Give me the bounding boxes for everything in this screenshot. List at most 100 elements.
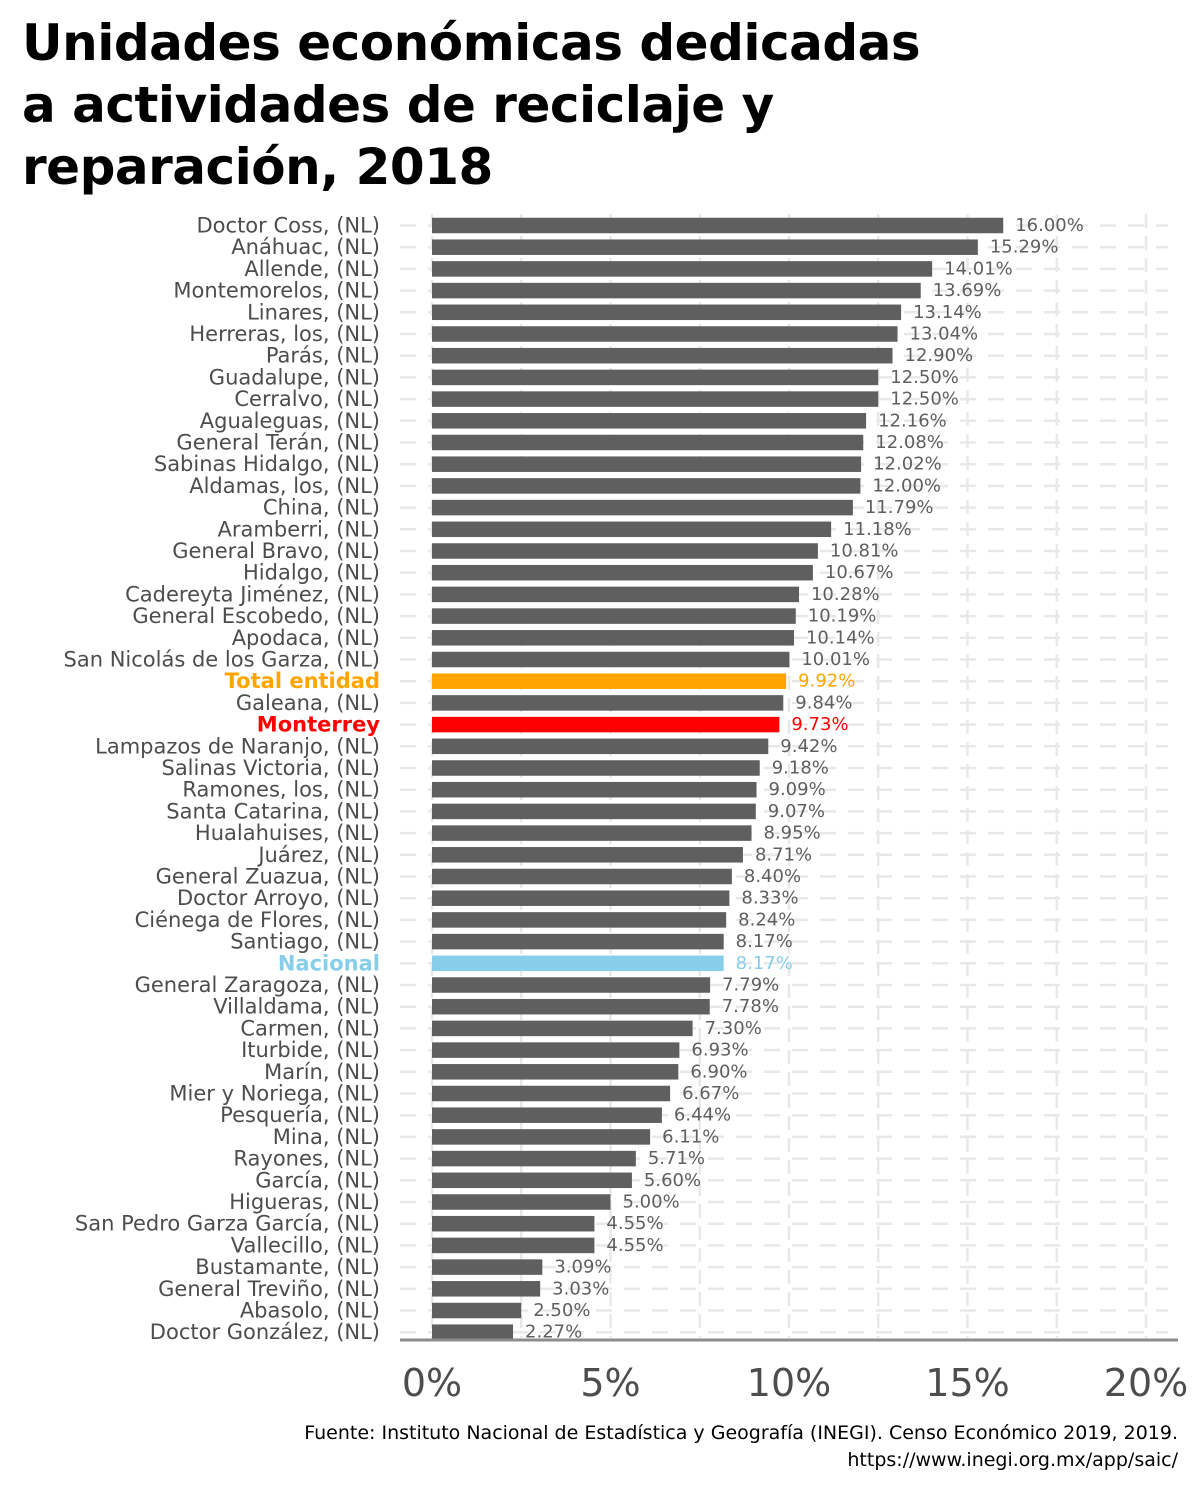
value-label-iturbide-nl: 6.93% — [691, 1040, 748, 1061]
category-label-carmen-nl: Carmen, (NL) — [240, 1016, 380, 1040]
bar-doctor-arroyo-nl — [432, 890, 730, 906]
category-label-villaldama-nl: Villaldama, (NL) — [213, 995, 380, 1019]
value-label-allende-nl: 14.01% — [944, 258, 1013, 279]
category-label-sabinas-hidalgo-nl: Sabinas Hidalgo, (NL) — [154, 452, 380, 476]
value-label-santa-catarina-nl: 9.07% — [768, 801, 825, 822]
category-label-doctor-arroyo-nl: Doctor Arroyo, (NL) — [177, 886, 380, 910]
value-label-cadereyta-jimenez-nl: 10.28% — [811, 584, 880, 605]
value-label-sabinas-hidalgo-nl: 12.02% — [873, 454, 942, 475]
bar-salinas-victoria-nl — [432, 760, 760, 776]
bar-agualeguas-nl — [432, 413, 867, 429]
chart-title: Unidades económicas dedicadas a activida… — [22, 12, 1172, 198]
value-label-apodaca-nl: 10.14% — [806, 627, 875, 648]
value-label-rayones-nl: 5.71% — [648, 1148, 705, 1169]
value-label-aldamas-los-nl: 12.00% — [872, 475, 941, 496]
bar-doctor-gonzalez-nl — [432, 1324, 514, 1340]
category-label-rayones-nl: Rayones, (NL) — [233, 1147, 380, 1171]
category-label-pesqueria-nl: Pesquería, (NL) — [220, 1103, 380, 1127]
bar-hualahuises-nl — [432, 825, 752, 841]
value-label-santiago-nl: 8.17% — [736, 931, 793, 952]
bar-general-bravo-nl — [432, 543, 818, 559]
value-label-bustamante-nl: 3.09% — [554, 1257, 611, 1278]
category-label-galeana-nl: Galeana, (NL) — [236, 691, 380, 715]
category-label-higueras-nl: Higueras, (NL) — [229, 1190, 380, 1214]
value-label-general-bravo-nl: 10.81% — [830, 541, 899, 562]
bar-paras-nl — [432, 347, 893, 364]
bar-general-zaragoza-nl — [432, 977, 711, 993]
bar-apodaca-nl — [432, 630, 794, 646]
bar-bustamante-nl — [432, 1259, 543, 1275]
category-labels: Doctor Coss, (NL)Anáhuac, (NL)Allende, (… — [64, 214, 381, 1345]
value-label-villaldama-nl: 7.78% — [722, 996, 779, 1017]
bar-villaldama-nl — [432, 998, 710, 1015]
category-label-doctor-coss-nl: Doctor Coss, (NL) — [197, 214, 381, 238]
category-label-lampazos-de-naranjo-nl: Lampazos de Naranjo, (NL) — [95, 734, 380, 758]
category-label-marin-nl: Marín, (NL) — [264, 1060, 380, 1084]
value-label-general-zuazua-nl: 8.40% — [744, 866, 801, 887]
chart-title-line-1: Unidades económicas dedicadas — [22, 14, 921, 72]
value-label-montemorelos-nl: 13.69% — [933, 280, 1002, 301]
category-label-general-escobedo-nl: General Escobedo, (NL) — [132, 604, 380, 628]
bar-hidalgo-nl — [432, 564, 813, 581]
bar-santa-catarina-nl — [432, 803, 756, 820]
bar-guadalupe-nl — [432, 369, 879, 386]
category-label-general-bravo-nl: General Bravo, (NL) — [172, 539, 380, 563]
category-label-abasolo-nl: Abasolo, (NL) — [240, 1299, 380, 1323]
value-label-general-escobedo-nl: 10.19% — [808, 606, 877, 627]
value-label-higueras-nl: 5.00% — [623, 1192, 680, 1213]
category-label-general-zaragoza-nl: General Zaragoza, (NL) — [135, 973, 380, 997]
bar-chart: Doctor Coss, (NL)Anáhuac, (NL)Allende, (… — [64, 214, 1189, 1406]
category-label-cerralvo-nl: Cerralvo, (NL) — [234, 387, 380, 411]
value-label-cerralvo-nl: 12.50% — [890, 389, 959, 410]
category-label-general-teran-nl: General Terán, (NL) — [176, 431, 380, 455]
category-label-nacional: Nacional — [278, 951, 380, 975]
category-label-apodaca-nl: Apodaca, (NL) — [232, 626, 380, 650]
category-label-iturbide-nl: Iturbide, (NL) — [241, 1038, 380, 1062]
bar-san-nicolas-de-los-garza-nl — [432, 651, 790, 668]
x-tick-label: 20% — [1104, 1361, 1188, 1405]
category-label-montemorelos-nl: Montemorelos, (NL) — [173, 279, 380, 303]
value-label-salinas-victoria-nl: 9.18% — [772, 758, 829, 779]
x-axis: 0% 5% 10% 15% 20% — [400, 1338, 1188, 1405]
bar-doctor-coss-nl — [432, 217, 1004, 234]
category-label-monterrey: Monterrey — [257, 713, 381, 737]
chart-title-line-3: reparación, 2018 — [22, 138, 493, 196]
bar-cadereyta-jimenez-nl — [432, 586, 799, 603]
category-label-bustamante-nl: Bustamante, (NL) — [195, 1255, 380, 1279]
category-label-vallecillo-nl: Vallecillo, (NL) — [231, 1233, 380, 1257]
value-label-anahuac-nl: 15.29% — [990, 237, 1059, 258]
category-label-garcia-nl: García, (NL) — [255, 1168, 380, 1192]
bar-vallecillo-nl — [432, 1237, 595, 1254]
category-label-guadalupe-nl: Guadalupe, (NL) — [209, 365, 380, 389]
bar-monterrey — [432, 716, 780, 733]
bar-santiago-nl — [432, 933, 724, 950]
bar-aldamas-los-nl — [432, 478, 861, 494]
value-label-aramberri-nl: 11.18% — [843, 519, 912, 540]
value-label-doctor-gonzalez-nl: 2.27% — [525, 1322, 582, 1343]
category-label-cienega-de-flores-nl: Ciénega de Flores, (NL) — [135, 908, 380, 932]
category-label-salinas-victoria-nl: Salinas Victoria, (NL) — [161, 756, 380, 780]
bar-general-escobedo-nl — [432, 608, 796, 624]
bar-carmen-nl — [432, 1020, 693, 1037]
category-label-hidalgo-nl: Hidalgo, (NL) — [243, 561, 380, 585]
category-label-cadereyta-jimenez-nl: Cadereyta Jiménez, (NL) — [125, 582, 380, 606]
bar-linares-nl — [432, 304, 902, 321]
source-line-1: Fuente: Instituto Nacional de Estadístic… — [304, 1422, 1178, 1444]
category-label-aldamas-los-nl: Aldamas, los, (NL) — [189, 474, 380, 498]
bar-general-teran-nl — [432, 434, 864, 451]
bar-marin-nl — [432, 1064, 679, 1080]
category-label-general-trevino-nl: General Treviño, (NL) — [158, 1277, 380, 1301]
bars — [432, 217, 1004, 1340]
value-label-guadalupe-nl: 12.50% — [890, 367, 959, 388]
value-label-linares-nl: 13.14% — [913, 302, 982, 323]
category-label-mier-y-noriega-nl: Mier y Noriega, (NL) — [169, 1082, 380, 1106]
value-label-garcia-nl: 5.60% — [644, 1170, 701, 1191]
bar-china-nl — [432, 499, 853, 516]
value-label-general-teran-nl: 12.08% — [875, 432, 944, 453]
bar-total-entidad — [432, 673, 787, 689]
category-label-san-nicolas-de-los-garza-nl: San Nicolás de los Garza, (NL) — [64, 648, 380, 672]
value-label-mina-nl: 6.11% — [662, 1126, 719, 1147]
bar-aramberri-nl — [432, 521, 832, 538]
bar-pesqueria-nl — [432, 1107, 662, 1123]
category-label-mina-nl: Mina, (NL) — [273, 1125, 380, 1149]
